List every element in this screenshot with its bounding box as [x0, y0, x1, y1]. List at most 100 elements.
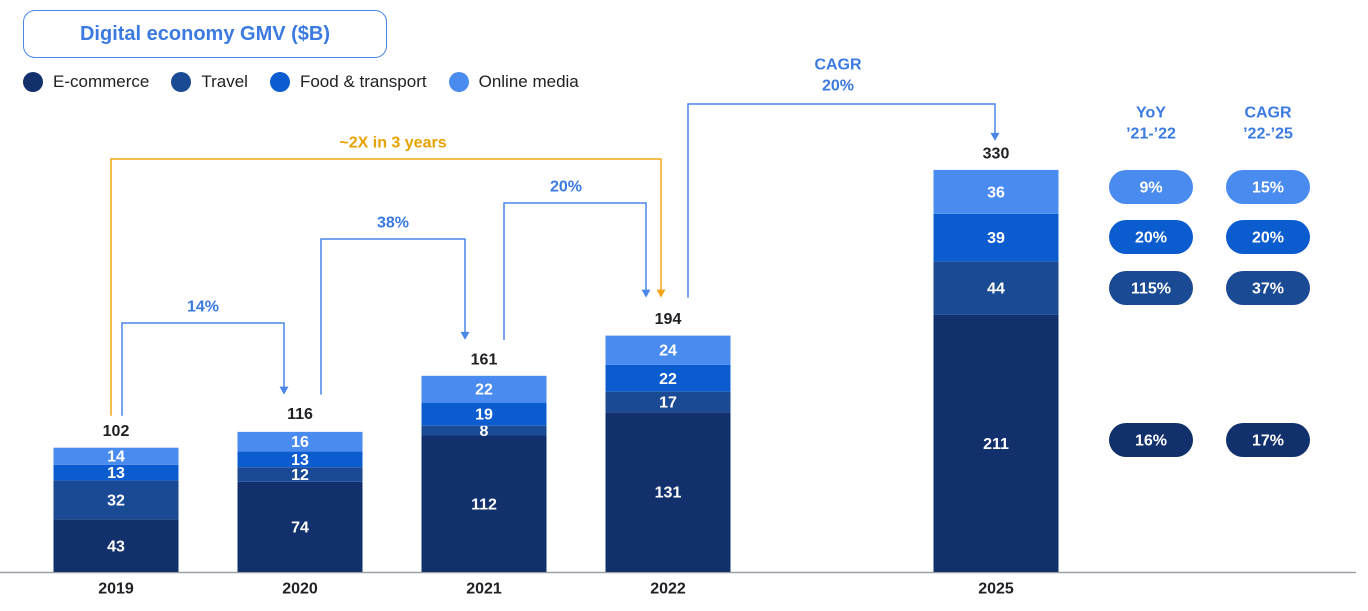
data-label-2025-1: 44	[987, 281, 1005, 298]
bar-segment-2022-travel	[605, 391, 731, 413]
data-label-2021-0: 112	[471, 496, 497, 513]
side-pill-3-0	[1109, 423, 1193, 457]
data-label-2020-3: 16	[291, 434, 309, 451]
legend-item-travel: Travel	[171, 72, 248, 92]
data-label-2025-2: 39	[987, 230, 1005, 247]
bar-segment-2025-travel	[933, 261, 1059, 315]
bar-segment-2019-travel	[53, 480, 179, 520]
legend-label-travel: Travel	[201, 72, 248, 91]
legend-item-ecommerce: E-commerce	[23, 72, 149, 92]
growth-label-2019-2020: 14%	[187, 299, 219, 316]
side-value-0-0: 9%	[1139, 180, 1162, 197]
growth-arrow-2020-2021-arrowhead	[460, 331, 470, 340]
side-value-1-1: 20%	[1252, 230, 1284, 247]
legend-label-ecommerce: E-commerce	[53, 72, 150, 91]
bar-segment-2022-e-commerce	[605, 412, 731, 572]
legend-label-media: Online media	[478, 72, 579, 91]
x-tick-2022: 2022	[650, 581, 686, 598]
chart-title: Digital economy GMV ($B)	[23, 10, 387, 58]
bar-segment-2020-food-transport	[237, 451, 363, 468]
bar-segment-2019-e-commerce	[53, 519, 179, 572]
data-label-2020-2: 13	[291, 452, 309, 469]
data-label-2020-0: 74	[291, 519, 309, 536]
growth-label-2019-2022: ~2X in 3 years	[339, 135, 446, 152]
bar-segment-2021-food-transport	[421, 402, 547, 426]
bar-segment-2020-e-commerce	[237, 481, 363, 572]
side-pill-0-0	[1109, 170, 1193, 204]
growth-arrow-2022-2025-arrowhead	[990, 132, 1000, 141]
data-label-2021-2: 19	[475, 407, 493, 424]
side-header-0-line1: YoY	[1136, 105, 1166, 122]
side-pill-3-1	[1226, 423, 1310, 457]
growth-arrow-2019-2022	[110, 158, 662, 416]
data-label-2021-3: 22	[475, 382, 493, 399]
side-value-0-1: 15%	[1252, 180, 1284, 197]
side-value-2-0: 115%	[1131, 281, 1171, 298]
growth-arrow-2020-2021	[320, 238, 466, 395]
side-value-2-1: 37%	[1252, 281, 1284, 298]
x-tick-2019: 2019	[98, 581, 134, 598]
bar-segment-2025-food-transport	[933, 213, 1059, 262]
bar-segment-2021-online-media	[421, 375, 547, 403]
x-tick-2020: 2020	[282, 581, 318, 598]
data-label-2019-2: 13	[107, 465, 125, 482]
side-value-1-0: 20%	[1135, 230, 1167, 247]
bar-segment-2020-online-media	[237, 431, 363, 452]
growth-arrow-2021-2022-arrowhead	[641, 289, 651, 298]
growth-arrow-2021-2022	[503, 202, 647, 340]
data-label-2025-0: 211	[983, 436, 1009, 453]
side-pill-2-1	[1226, 271, 1310, 305]
legend: E-commerce Travel Food & transport Onlin…	[23, 72, 601, 92]
growth-arrow-2019-2020-arrowhead	[279, 386, 289, 395]
growth-arrow-2019-2022-arrowhead	[656, 289, 666, 298]
bar-segment-2025-e-commerce	[933, 314, 1059, 572]
total-label-2025: 330	[983, 145, 1010, 162]
legend-swatch-travel	[171, 72, 192, 92]
growth-label-2022-2025-line2: 20%	[822, 78, 854, 95]
data-label-2022-0: 131	[655, 485, 682, 502]
bar-segment-2021-e-commerce	[421, 435, 547, 572]
legend-swatch-food	[269, 72, 290, 92]
total-label-2019: 102	[103, 423, 130, 440]
bar-segment-2022-online-media	[605, 335, 731, 365]
total-label-2021: 161	[471, 351, 498, 368]
growth-label-2022-2025-line1: CAGR	[814, 57, 862, 74]
legend-label-food: Food & transport	[299, 72, 427, 91]
bar-segment-2019-food-transport	[53, 464, 179, 481]
data-label-2019-3: 14	[107, 449, 125, 466]
data-label-2019-1: 32	[107, 493, 125, 510]
side-pill-2-0	[1109, 271, 1193, 305]
growth-arrow-2022-2025	[687, 103, 996, 298]
side-header-0-line2: ’21-’22	[1126, 126, 1176, 143]
growth-label-2021-2022: 20%	[550, 179, 582, 196]
legend-item-food: Food & transport	[269, 72, 427, 92]
total-label-2020: 116	[287, 406, 313, 423]
data-label-2021-1: 8	[480, 423, 489, 440]
side-header-1-line2: ’22-’25	[1243, 126, 1293, 143]
legend-item-media: Online media	[448, 72, 579, 92]
data-label-2025-3: 36	[987, 184, 1005, 201]
total-label-2022: 194	[655, 311, 682, 328]
legend-swatch-ecommerce	[23, 72, 43, 92]
bar-segment-2019-online-media	[53, 447, 179, 465]
bar-segment-2025-online-media	[933, 169, 1059, 214]
side-pill-0-1	[1226, 170, 1310, 204]
side-value-3-0: 16%	[1135, 433, 1167, 450]
side-value-3-1: 17%	[1252, 433, 1284, 450]
x-tick-2021: 2021	[466, 581, 502, 598]
bar-segment-2021-travel	[421, 425, 547, 436]
growth-label-2020-2021: 38%	[377, 215, 409, 232]
side-pill-1-0	[1109, 220, 1193, 254]
data-label-2022-2: 22	[659, 371, 677, 388]
bar-segment-2020-travel	[237, 467, 363, 482]
data-label-2019-0: 43	[107, 538, 125, 555]
side-pill-1-1	[1226, 220, 1310, 254]
legend-swatch-media	[448, 72, 469, 92]
data-label-2022-1: 17	[659, 395, 677, 412]
data-label-2022-3: 24	[659, 343, 677, 360]
x-tick-2025: 2025	[978, 581, 1014, 598]
growth-arrow-2019-2020	[121, 322, 285, 416]
bar-segment-2022-food-transport	[605, 364, 731, 392]
data-label-2020-1: 12	[291, 467, 309, 484]
